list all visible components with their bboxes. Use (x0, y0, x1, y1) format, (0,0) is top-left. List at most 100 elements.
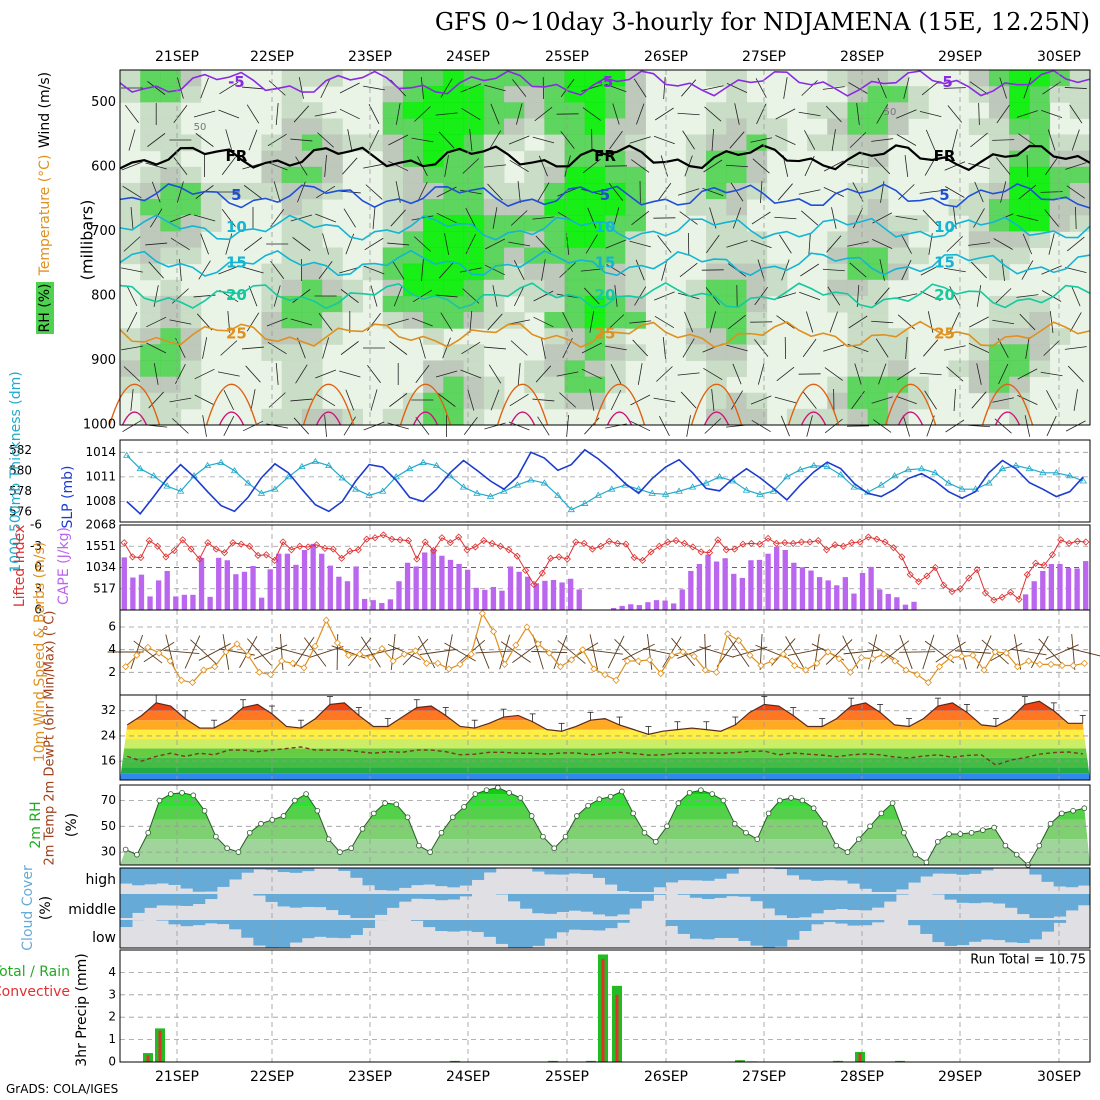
thickness-marker (1025, 464, 1034, 472)
date-label-top: 27SEP (742, 49, 786, 65)
rh-cell (1029, 102, 1051, 119)
rh-cell (382, 295, 404, 313)
rh-marker (664, 823, 670, 830)
wind-barb (943, 267, 966, 273)
cloud-cell-low (823, 920, 836, 923)
rh-cell (584, 118, 606, 136)
cloud-cell-low (932, 920, 945, 943)
cloud-cell-low (447, 920, 460, 932)
rh-cell (402, 102, 424, 119)
wind-barb (585, 234, 598, 254)
wind-barb (1043, 340, 1060, 356)
li-marker (814, 537, 822, 545)
isotherm-15 (119, 249, 1091, 277)
wind-barb (517, 363, 521, 385)
rh-cell (524, 199, 545, 216)
cloud-cell-low (471, 920, 485, 933)
wind-marker (846, 668, 854, 676)
cape-bar (1040, 570, 1046, 610)
cloud-cell-middle (1077, 894, 1091, 906)
cape-bar (258, 597, 265, 610)
thickness-marker (486, 492, 495, 499)
wind-barb (463, 416, 478, 436)
thickness-marker (284, 473, 293, 480)
li-marker (388, 535, 396, 543)
rh-cell (746, 150, 768, 168)
cloud-cell-middle (362, 894, 376, 918)
wind-barb (151, 181, 161, 203)
rh-cell (706, 263, 727, 281)
cloud-cell-middle (980, 894, 994, 903)
date-label-top: 28SEP (840, 49, 884, 65)
cloud-cell-low (993, 920, 1006, 941)
thickness-marker (257, 489, 266, 496)
rh-cell (706, 166, 727, 184)
rh-cell (544, 376, 566, 394)
rh-cell (301, 70, 323, 87)
wind-barb (632, 339, 648, 357)
rh-cell (544, 263, 566, 281)
precip-tick: 1 (108, 1032, 116, 1046)
li-marker (246, 542, 254, 550)
cloud-cell-high (665, 868, 679, 883)
wind-barb (292, 237, 311, 251)
wind-barb (798, 111, 821, 117)
wind-barb (273, 181, 281, 203)
cloud-cell-high (556, 868, 570, 875)
rh-cell (281, 376, 303, 394)
wind-barb (193, 110, 216, 118)
rh-cell (1009, 376, 1030, 394)
wind-barb (492, 285, 498, 307)
cape-bar (233, 574, 239, 610)
wind-barb (581, 368, 602, 380)
rh-cell (402, 134, 424, 152)
isotherm-label: 10 (595, 218, 616, 236)
wind-barb (219, 81, 239, 95)
isotherm-35 (703, 411, 730, 426)
rh-cell (847, 344, 869, 361)
rh-cell (463, 344, 485, 361)
rh-cell (988, 102, 1010, 119)
li-marker (664, 538, 672, 546)
wind-barb (393, 285, 403, 307)
rh-cell (503, 182, 525, 200)
cape-bar (190, 594, 196, 610)
li-tick: 0 (34, 560, 42, 574)
rh-cell (463, 360, 485, 378)
rh-cell (968, 70, 990, 87)
rh-cell (423, 70, 444, 87)
wind-marker (278, 657, 286, 665)
temp-axis-label: 2m Temp 2m DewPt (6hr Min/Max) (°C) (43, 611, 58, 866)
rh-cell (140, 166, 161, 184)
wind-barb (290, 398, 313, 402)
rh-cell (685, 312, 707, 329)
rh-cell (544, 134, 566, 152)
wind-barb (992, 139, 1015, 141)
li-marker (613, 539, 622, 547)
rh-cell (544, 86, 566, 103)
cloud-cell-high (617, 868, 630, 892)
wind-barb (146, 342, 167, 354)
isotherm-35 (897, 411, 924, 426)
rh-cell (584, 102, 606, 119)
rh-cell (1009, 392, 1030, 410)
cloud-cell-high (471, 868, 485, 880)
wind-barb (750, 395, 772, 405)
li-tick: 6 (34, 603, 42, 617)
li-marker (145, 537, 153, 545)
wind-barb (703, 159, 723, 173)
rh-cell (402, 166, 424, 184)
wind-barb (387, 242, 410, 246)
wind-barb (629, 136, 651, 144)
wind-barb (492, 207, 498, 229)
cloud-cell-middle (932, 894, 945, 895)
cloud-cell-high (386, 868, 400, 891)
wind-marker (813, 659, 821, 667)
wind-barb (440, 312, 453, 332)
rh-cell (625, 247, 646, 265)
cape-bar (336, 576, 342, 610)
rh-cell (887, 408, 909, 426)
wind-barb (532, 398, 555, 402)
cloud-cell-middle (968, 894, 982, 904)
cloud-cell-low (1029, 920, 1042, 940)
